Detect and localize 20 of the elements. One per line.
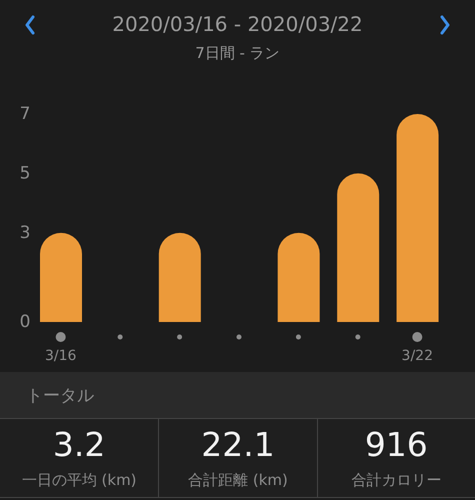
text: 合計距離 (km) xyxy=(187,471,289,490)
x-tick-label: 3/22 xyxy=(402,348,434,364)
text: 3.2 xyxy=(52,425,106,464)
text: トータル xyxy=(26,385,94,407)
bar xyxy=(396,114,439,322)
bar xyxy=(40,232,82,322)
x-tick-label: 3/16 xyxy=(44,348,77,364)
text: 一日の平均 (km) xyxy=(20,471,138,490)
y-tick-label: 3 xyxy=(20,222,30,243)
text: 合計カロリー xyxy=(350,471,442,490)
bar xyxy=(337,173,380,322)
text: 22.1 xyxy=(200,425,276,464)
chart-subtitle: 7日間 - ラン xyxy=(194,44,281,63)
y-tick-label: 7 xyxy=(20,104,30,124)
chart-title: 2020/03/16 - 2020/03/22 xyxy=(111,12,364,36)
bar xyxy=(158,232,201,322)
text: 916 xyxy=(364,425,429,464)
y-tick-label: 5 xyxy=(20,163,30,184)
y-tick-label: 0 xyxy=(20,312,30,332)
bar xyxy=(278,232,320,322)
